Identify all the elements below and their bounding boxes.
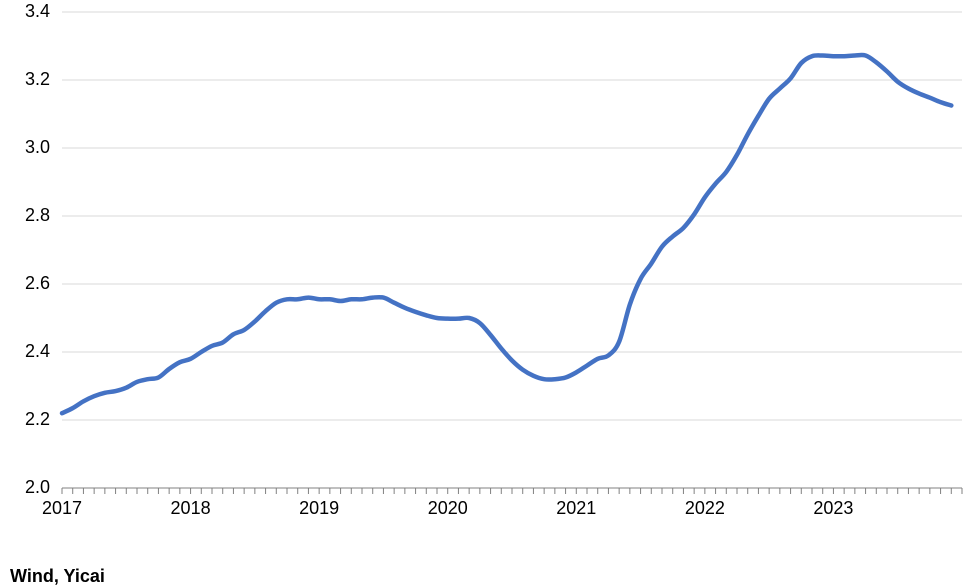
line-chart: 2.0 2.2 2.4 2.6 2.8 3.0 3.2 3.4 2017 2018 2019 2020… <box>0 0 974 587</box>
chart-svg: 2.0 2.2 2.4 2.6 2.8 3.0 3.2 3.4 2017 2018 2019 2020… <box>0 0 974 559</box>
chart-source-label: Wind, Yicai <box>10 566 974 587</box>
svg-text:2.8: 2.8 <box>25 205 50 225</box>
svg-text:2.4: 2.4 <box>25 341 50 361</box>
svg-text:2017: 2017 <box>42 498 82 518</box>
svg-text:2.2: 2.2 <box>25 409 50 429</box>
svg-text:2023: 2023 <box>813 498 853 518</box>
svg-text:2018: 2018 <box>171 498 211 518</box>
svg-text:2021: 2021 <box>556 498 596 518</box>
svg-text:3.0: 3.0 <box>25 137 50 157</box>
svg-text:2.6: 2.6 <box>25 273 50 293</box>
svg-text:2.0: 2.0 <box>25 477 50 497</box>
svg-text:3.4: 3.4 <box>25 1 50 21</box>
svg-text:3.2: 3.2 <box>25 69 50 89</box>
svg-text:2022: 2022 <box>685 498 725 518</box>
svg-text:2019: 2019 <box>299 498 339 518</box>
svg-text:2020: 2020 <box>428 498 468 518</box>
